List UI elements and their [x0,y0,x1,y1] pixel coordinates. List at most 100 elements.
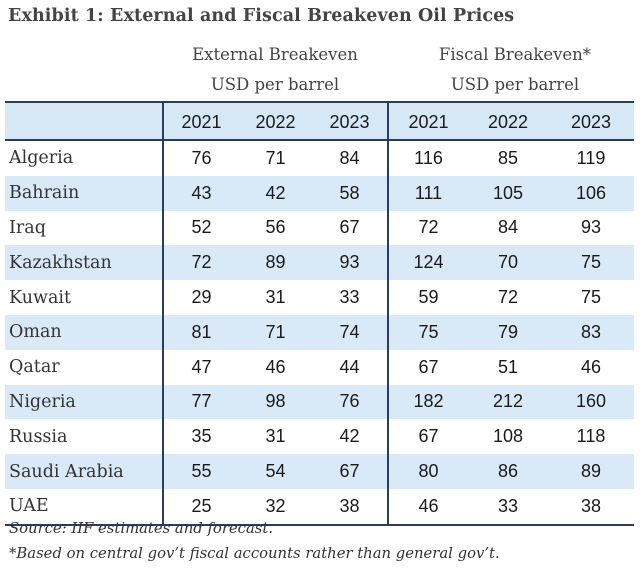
external-value-cell: 31 [239,280,312,315]
table-row: Kuwait 29 31 33 59 72 75 [5,280,634,315]
table-row: Nigeria 77 98 76 182 212 160 [5,384,634,420]
country-cell: Kazakhstan [5,245,163,281]
external-value-cell: 52 [162,210,239,246]
external-value-cell: 32 [239,488,312,526]
fiscal-value-cell: 116 [387,140,468,176]
fiscal-value-cell: 67 [387,349,468,385]
fiscal-value-cell: 72 [387,210,468,246]
table-row: Russia 35 31 42 67 108 118 [5,419,634,455]
external-value-cell: 38 [312,488,388,526]
table-row: Qatar 47 46 44 67 51 46 [5,349,634,385]
fiscal-value-cell: 84 [468,210,548,246]
external-value-cell: 89 [239,245,312,281]
exhibit-title: Exhibit 1: External and Fiscal Breakeven… [8,6,515,26]
fiscal-value-cell: 86 [468,454,548,489]
fiscal-value-cell: 160 [548,384,634,420]
fiscal-value-cell: 93 [548,210,634,246]
country-cell: Algeria [5,140,163,176]
external-value-cell: 35 [162,419,239,455]
fiscal-value-cell: 33 [468,488,548,526]
fiscal-value-cell: 59 [387,280,468,315]
external-value-cell: 67 [312,454,388,489]
table-row: Oman 81 71 74 75 79 83 [5,314,634,350]
fiscal-value-cell: 118 [548,419,634,455]
external-header-line2: USD per barrel [210,75,340,94]
table-row: Bahrain 43 42 58 111 105 106 [5,175,634,211]
fiscal-value-cell: 105 [468,175,548,211]
table-row: Algeria 76 71 84 116 85 119 [5,140,634,176]
external-value-cell: 43 [162,175,239,211]
external-value-cell: 74 [312,314,388,350]
fiscal-value-cell: 70 [468,245,548,281]
external-value-cell: 31 [239,419,312,455]
footnote: *Based on central gov’t fiscal accounts … [9,545,500,562]
table-body: 2021 2022 2023 2021 2022 2023 Algeria 76 7… [5,101,634,526]
breakeven-table: 2021 2022 2023 2021 2022 2023 Algeria 76 7… [5,101,634,526]
country-cell: UAE [5,488,163,526]
external-header-line1: External Breakeven [192,45,358,64]
external-value-cell: 77 [162,384,239,420]
header-blank-cell [5,101,163,141]
fiscal-value-cell: 80 [387,454,468,489]
fiscal-value-cell: 85 [468,140,548,176]
external-value-cell: 42 [239,175,312,211]
country-cell: Russia [5,419,163,455]
external-breakeven-header: External Breakeven USD per barrel [163,40,387,100]
country-cell: Saudi Arabia [5,454,163,489]
external-value-cell: 71 [239,314,312,350]
external-value-cell: 55 [162,454,239,489]
fiscal-value-cell: 83 [548,314,634,350]
external-value-cell: 93 [312,245,388,281]
country-cell: Kuwait [5,280,163,315]
country-cell: Qatar [5,349,163,385]
fiscal-value-cell: 212 [468,384,548,420]
fiscal-value-cell: 75 [387,314,468,350]
external-value-cell: 29 [162,280,239,315]
table-row: UAE 25 32 38 46 33 38 [5,488,634,526]
fiscal-value-cell: 46 [548,349,634,385]
fiscal-year-2022: 2022 [468,101,548,141]
year-header-row: 2021 2022 2023 2021 2022 2023 [5,101,634,141]
table-row: Iraq 52 56 67 72 84 93 [5,210,634,246]
external-value-cell: 84 [312,140,388,176]
external-value-cell: 46 [239,349,312,385]
table-notes: Source: IIF estimates and forecast. *Bas… [9,516,500,566]
external-value-cell: 81 [162,314,239,350]
fiscal-header-line2: USD per barrel [450,75,580,94]
external-value-cell: 71 [239,140,312,176]
fiscal-value-cell: 124 [387,245,468,281]
external-year-2022: 2022 [239,101,312,141]
external-value-cell: 76 [312,384,388,420]
external-value-cell: 42 [312,419,388,455]
external-value-cell: 58 [312,175,388,211]
fiscal-value-cell: 79 [468,314,548,350]
fiscal-value-cell: 182 [387,384,468,420]
fiscal-value-cell: 75 [548,245,634,281]
fiscal-breakeven-header: Fiscal Breakeven* USD per barrel [397,40,633,100]
country-cell: Nigeria [5,384,163,420]
table-row: Saudi Arabia 55 54 67 80 86 89 [5,454,634,489]
fiscal-value-cell: 67 [387,419,468,455]
fiscal-value-cell: 46 [387,488,468,526]
external-value-cell: 67 [312,210,388,246]
external-value-cell: 44 [312,349,388,385]
fiscal-header-line1: Fiscal Breakeven* [438,45,592,64]
fiscal-value-cell: 38 [548,488,634,526]
external-value-cell: 56 [239,210,312,246]
country-cell: Iraq [5,210,163,246]
fiscal-value-cell: 111 [387,175,468,211]
external-value-cell: 47 [162,349,239,385]
external-value-cell: 98 [239,384,312,420]
external-year-2021: 2021 [162,101,239,141]
table-row: Kazakhstan 72 89 93 124 70 75 [5,245,634,281]
external-value-cell: 25 [162,488,239,526]
fiscal-value-cell: 106 [548,175,634,211]
country-cell: Oman [5,314,163,350]
fiscal-year-2023: 2023 [548,101,634,141]
fiscal-value-cell: 51 [468,349,548,385]
external-value-cell: 54 [239,454,312,489]
fiscal-value-cell: 75 [548,280,634,315]
external-value-cell: 76 [162,140,239,176]
source-note: Source: IIF estimates and forecast. [9,520,274,537]
country-cell: Bahrain [5,175,163,211]
